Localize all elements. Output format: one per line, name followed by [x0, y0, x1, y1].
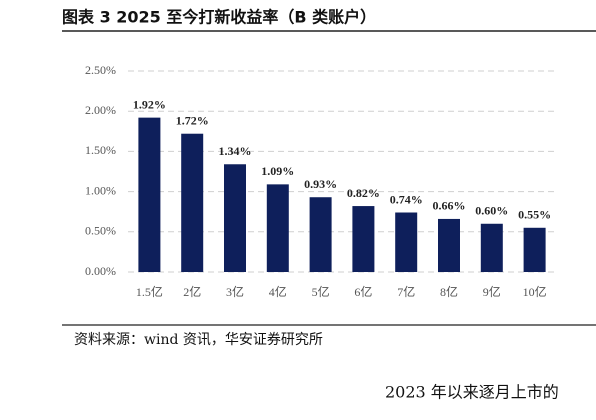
- chart-title: 图表 3 2025 至今打新收益率（B 类账户）: [62, 8, 376, 27]
- x-tick-label: 10亿: [523, 284, 547, 299]
- bar: [266, 184, 289, 272]
- bar: [224, 164, 246, 272]
- value-label: 0.55%: [518, 208, 551, 222]
- x-tick-label: 6亿: [354, 284, 372, 299]
- bar: [352, 206, 375, 272]
- source: 资料来源：wind 资讯，华安证券研究所: [74, 332, 323, 348]
- value-label: 0.82%: [347, 186, 380, 200]
- value-label: 1.34%: [219, 144, 252, 158]
- value-label: 0.66%: [433, 199, 466, 213]
- x-tick-label: 4亿: [269, 284, 287, 299]
- bar: [395, 212, 418, 272]
- x-tick-label: 8亿: [440, 284, 458, 299]
- y-tick-label: 1.00%: [85, 183, 116, 197]
- bar: [438, 218, 460, 272]
- x-tick-label: 3亿: [226, 284, 244, 299]
- body-text: 2023 年以来逐月上市的: [385, 383, 559, 402]
- bar: [523, 227, 546, 272]
- value-label: 0.60%: [475, 204, 508, 218]
- value-label: 1.09%: [261, 164, 294, 178]
- bar: [138, 117, 161, 272]
- value-label: 0.93%: [304, 177, 337, 191]
- value-label: 0.74%: [390, 192, 423, 206]
- y-tick-label: 2.50%: [85, 63, 116, 77]
- value-label: 1.72%: [176, 113, 209, 127]
- x-tick-label: 2亿: [183, 284, 201, 299]
- y-tick-label: 1.50%: [85, 143, 116, 157]
- x-tick-label: 1.5亿: [136, 284, 163, 299]
- bar: [181, 133, 204, 272]
- bar: [480, 223, 503, 272]
- x-tick-label: 9亿: [483, 284, 501, 299]
- value-label: 1.92%: [133, 97, 166, 111]
- y-tick-label: 0.50%: [85, 224, 116, 238]
- bar: [309, 197, 332, 272]
- x-tick-label: 7亿: [397, 284, 415, 299]
- x-tick-label: 5亿: [312, 284, 330, 299]
- y-tick-label: 2.00%: [85, 103, 116, 117]
- y-tick-label: 0.00%: [85, 264, 116, 278]
